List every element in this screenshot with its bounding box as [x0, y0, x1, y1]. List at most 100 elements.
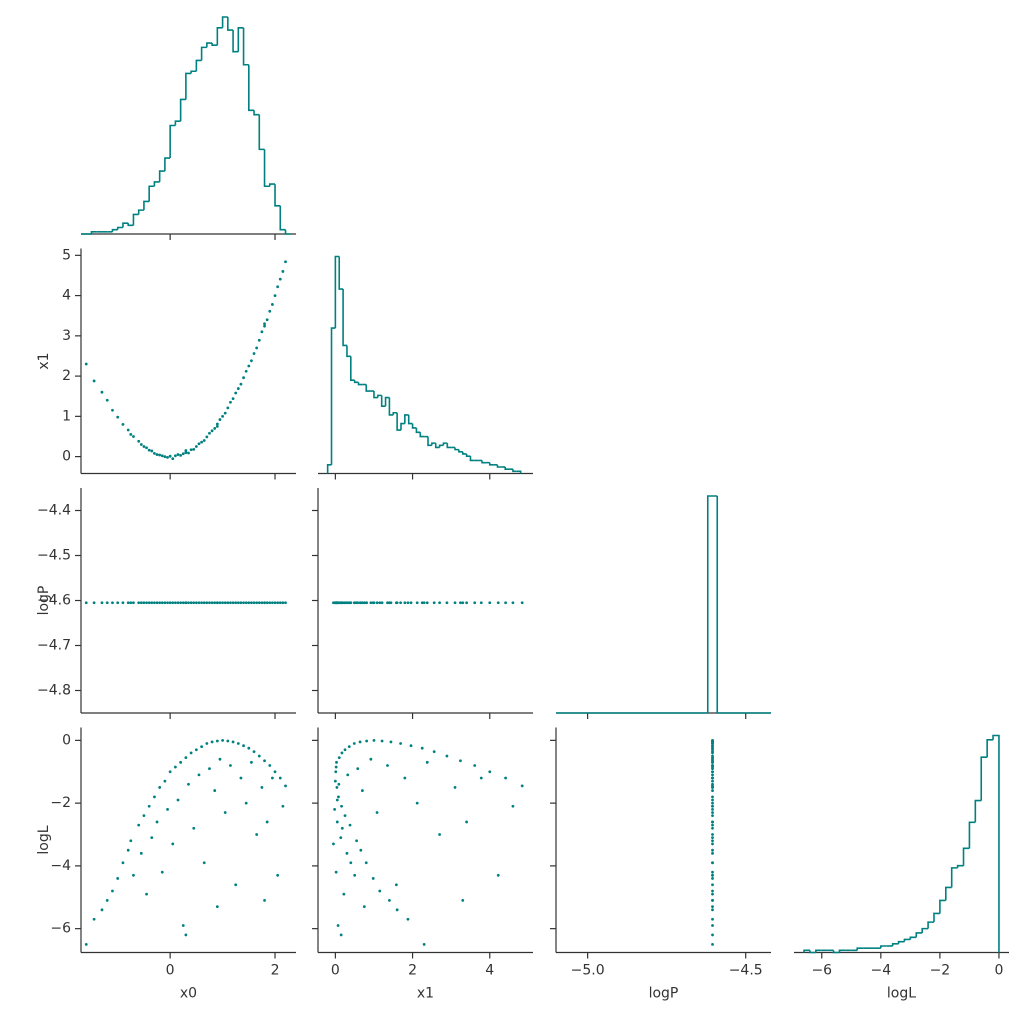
sample-point — [168, 454, 172, 458]
sample-point — [263, 324, 266, 328]
sample-point — [247, 364, 251, 368]
sample-point — [257, 601, 261, 605]
sample-point — [189, 601, 193, 605]
sample-point — [137, 601, 141, 605]
sample-point — [260, 786, 264, 789]
sample-point — [100, 390, 104, 394]
sample-point — [215, 425, 219, 428]
y-tick-label: 1 — [62, 408, 71, 424]
sample-point — [504, 776, 507, 780]
histogram-step — [232, 30, 239, 53]
sample-point — [239, 601, 243, 605]
sample-point — [247, 746, 251, 750]
sample-point — [375, 811, 379, 814]
sample-point — [496, 873, 500, 877]
histogram-step — [122, 222, 129, 228]
sample-point — [473, 764, 477, 767]
sample-point — [250, 359, 253, 363]
histogram-step — [284, 229, 291, 235]
sample-point — [166, 455, 169, 459]
sample-point — [166, 601, 169, 605]
histogram-step — [716, 496, 771, 714]
sample-point — [263, 322, 266, 326]
sample-point — [711, 917, 714, 921]
sample-point — [132, 435, 135, 438]
sample-point — [215, 422, 219, 426]
sample-point — [356, 601, 360, 605]
sample-point — [281, 804, 285, 808]
histogram-step — [803, 949, 810, 953]
sample-point — [459, 601, 462, 605]
histogram-step — [465, 453, 471, 457]
sample-point — [488, 601, 492, 605]
y-tick-label: −4.8 — [37, 683, 71, 699]
sample-point — [339, 601, 343, 605]
sample-point — [711, 764, 714, 767]
sample-point — [403, 776, 407, 780]
sample-point — [335, 798, 339, 802]
sample-point — [208, 601, 211, 605]
sample-point — [386, 764, 389, 767]
x-axis-label: x1 — [417, 986, 434, 1002]
sample-point — [406, 601, 410, 605]
sample-point — [711, 848, 714, 852]
sample-point — [343, 601, 347, 605]
sample-point — [273, 601, 277, 605]
sample-point — [142, 814, 146, 818]
sample-point — [271, 601, 274, 605]
sample-point — [187, 601, 190, 605]
sample-point — [189, 751, 193, 755]
histogram-step — [143, 200, 150, 211]
sample-point — [711, 833, 714, 836]
sample-point — [356, 767, 360, 771]
sample-point — [223, 601, 227, 605]
sample-point — [415, 801, 419, 805]
sample-point — [111, 601, 114, 605]
sample-point — [359, 848, 363, 852]
sample-point — [200, 745, 204, 749]
sample-point — [399, 742, 403, 745]
sample-point — [129, 601, 133, 605]
histogram-step — [169, 124, 176, 159]
sample-point — [511, 804, 515, 808]
sample-point — [242, 744, 245, 748]
sample-point — [432, 750, 436, 754]
histogram-step — [944, 886, 952, 901]
sample-point — [711, 770, 714, 774]
sample-point — [257, 338, 261, 342]
sample-point — [129, 839, 133, 843]
histogram-step — [221, 16, 228, 28]
sample-point — [158, 786, 162, 789]
sample-point — [362, 905, 366, 909]
sample-point — [160, 870, 164, 874]
sample-point — [358, 740, 362, 744]
histogram-step — [956, 864, 964, 868]
sample-point — [409, 601, 413, 605]
sample-point — [339, 933, 343, 937]
histogram-step — [248, 64, 255, 112]
sample-point — [346, 773, 350, 777]
sample-point — [711, 820, 714, 824]
sample-point — [711, 883, 714, 887]
sample-point — [184, 449, 188, 452]
sample-point — [163, 455, 167, 458]
sample-point — [362, 601, 366, 605]
sample-point — [231, 397, 235, 401]
sample-point — [711, 873, 714, 877]
sample-point — [453, 601, 457, 605]
sample-point — [465, 820, 469, 824]
sample-point — [153, 601, 156, 605]
sample-point — [194, 601, 198, 605]
sample-point — [210, 601, 214, 605]
sample-point — [281, 270, 285, 273]
sample-point — [252, 352, 256, 355]
sample-point — [406, 917, 410, 921]
sample-point — [92, 601, 96, 605]
sample-point — [375, 601, 379, 605]
sample-point — [194, 748, 198, 752]
histogram-step — [419, 432, 425, 438]
sample-point — [242, 376, 245, 380]
sample-point — [365, 601, 369, 605]
sample-point — [388, 899, 391, 902]
